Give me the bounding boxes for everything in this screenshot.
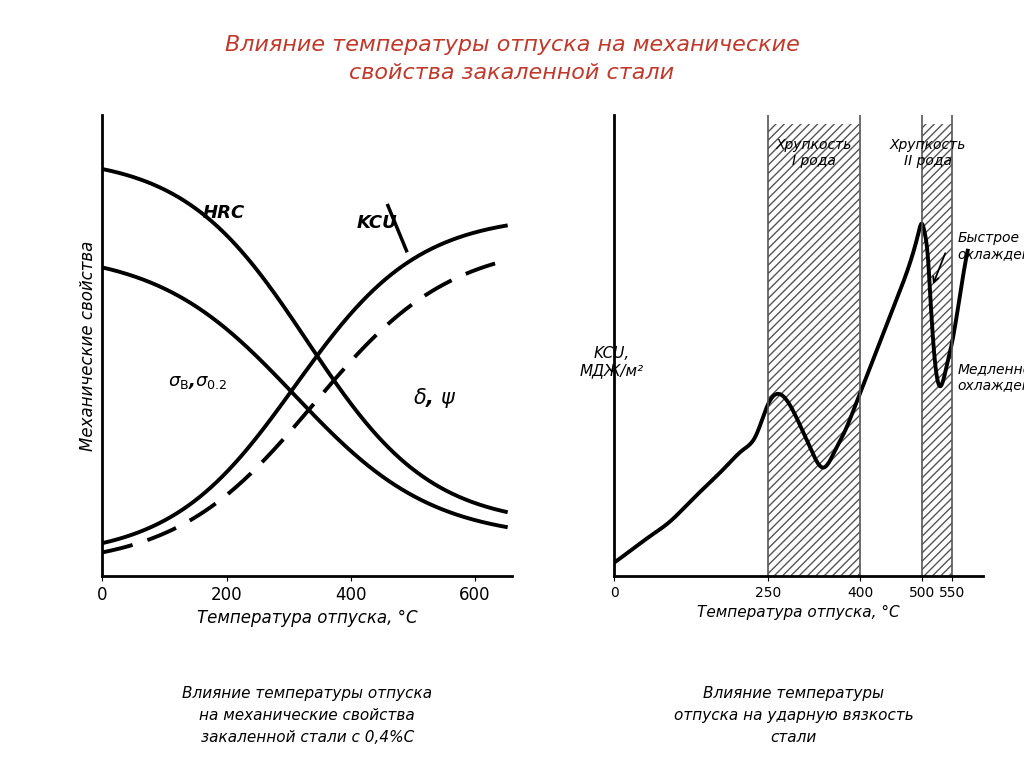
Text: HRC: HRC — [203, 204, 245, 222]
X-axis label: Температура отпуска, °С: Температура отпуска, °С — [197, 609, 418, 627]
X-axis label: Температура отпуска, °С: Температура отпуска, °С — [697, 605, 900, 621]
Text: Быстрое
охлаждение: Быстрое охлаждение — [957, 231, 1024, 261]
Text: $\sigma_{\rm B}$,$\sigma_{0.2}$: $\sigma_{\rm B}$,$\sigma_{0.2}$ — [168, 373, 226, 391]
Text: Хрупкость
I рода: Хрупкость I рода — [776, 137, 852, 168]
Text: Хрупкость
II рода: Хрупкость II рода — [890, 137, 966, 168]
Text: Медленное
охлаждение: Медленное охлаждение — [957, 362, 1024, 392]
Text: $\delta$, $\psi$: $\delta$, $\psi$ — [413, 386, 457, 410]
Text: Влияние температуры отпуска на механические
свойства закаленной стали: Влияние температуры отпуска на механичес… — [224, 35, 800, 83]
Text: KCU: KCU — [356, 214, 397, 232]
Y-axis label: Механические свойства: Механические свойства — [79, 240, 97, 451]
Y-axis label: KCU,
МДЖ/м²: KCU, МДЖ/м² — [580, 346, 644, 378]
Text: Влияние температуры отпуска
на механические свойства
закаленной стали с 0,4%С: Влияние температуры отпуска на механичес… — [182, 686, 432, 745]
Text: Влияние температуры
отпуска на ударную вязкость
стали: Влияние температуры отпуска на ударную в… — [674, 686, 913, 745]
